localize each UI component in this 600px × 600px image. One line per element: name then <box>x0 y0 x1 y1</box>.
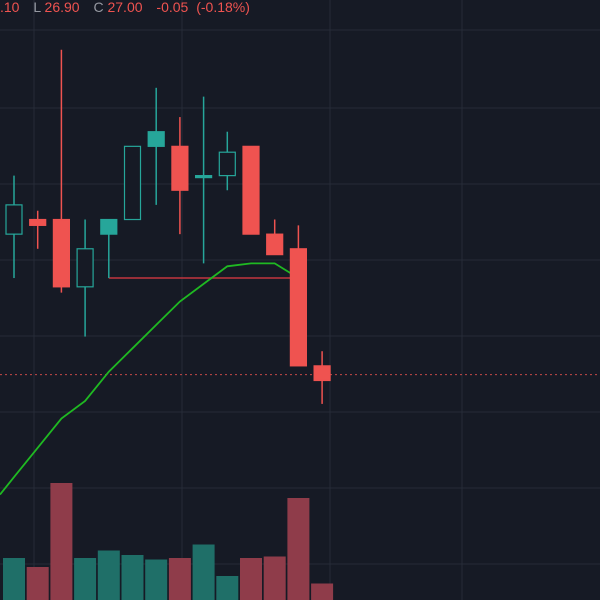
legend-open-fragment: .10 <box>0 0 20 15</box>
volume-bar <box>74 558 97 600</box>
volume-bar <box>311 583 334 600</box>
moving-average <box>0 262 299 496</box>
volume-bars <box>3 483 334 600</box>
legend-close-label: C <box>93 0 103 15</box>
legend-change: -0.05 <box>156 0 188 15</box>
volume-bar <box>240 558 262 600</box>
volume-bar <box>3 558 25 600</box>
legend-change-pct: (-0.18%) <box>196 0 250 15</box>
candle-body[interactable] <box>171 145 189 191</box>
volume-bar <box>50 483 73 600</box>
candle-body[interactable] <box>289 248 307 367</box>
volume-bar <box>97 550 120 600</box>
candle-body[interactable] <box>195 175 213 179</box>
candle-body[interactable] <box>100 218 118 235</box>
candle-body[interactable] <box>313 365 331 382</box>
volume-bar <box>26 567 49 600</box>
volume-bar <box>168 558 191 600</box>
horizontal-levels <box>0 277 600 376</box>
legend-low-label: L <box>33 0 41 15</box>
candle-body[interactable] <box>52 218 71 288</box>
candle-body[interactable] <box>76 248 94 288</box>
candle-body[interactable] <box>123 145 142 221</box>
legend-close-value: 27.00 <box>107 0 142 15</box>
volume-bar <box>192 544 215 600</box>
volume-bar <box>287 498 310 600</box>
candle-body[interactable] <box>266 233 284 256</box>
volume-bar <box>121 555 144 600</box>
moving-average-line <box>0 262 299 496</box>
candle-body[interactable] <box>5 204 23 235</box>
volume-bar <box>216 576 239 600</box>
candles[interactable] <box>5 49 331 404</box>
candle-body[interactable] <box>29 218 47 226</box>
legend-low-value: 26.90 <box>45 0 80 15</box>
volume-bar <box>145 559 168 600</box>
volume-bar <box>263 556 286 600</box>
candle-body[interactable] <box>147 131 165 147</box>
ohlc-legend: .10 L 26.90 C 27.00 -0.05 (-0.18%) <box>0 0 250 15</box>
candle-body[interactable] <box>242 145 260 235</box>
candle-body[interactable] <box>218 151 236 177</box>
